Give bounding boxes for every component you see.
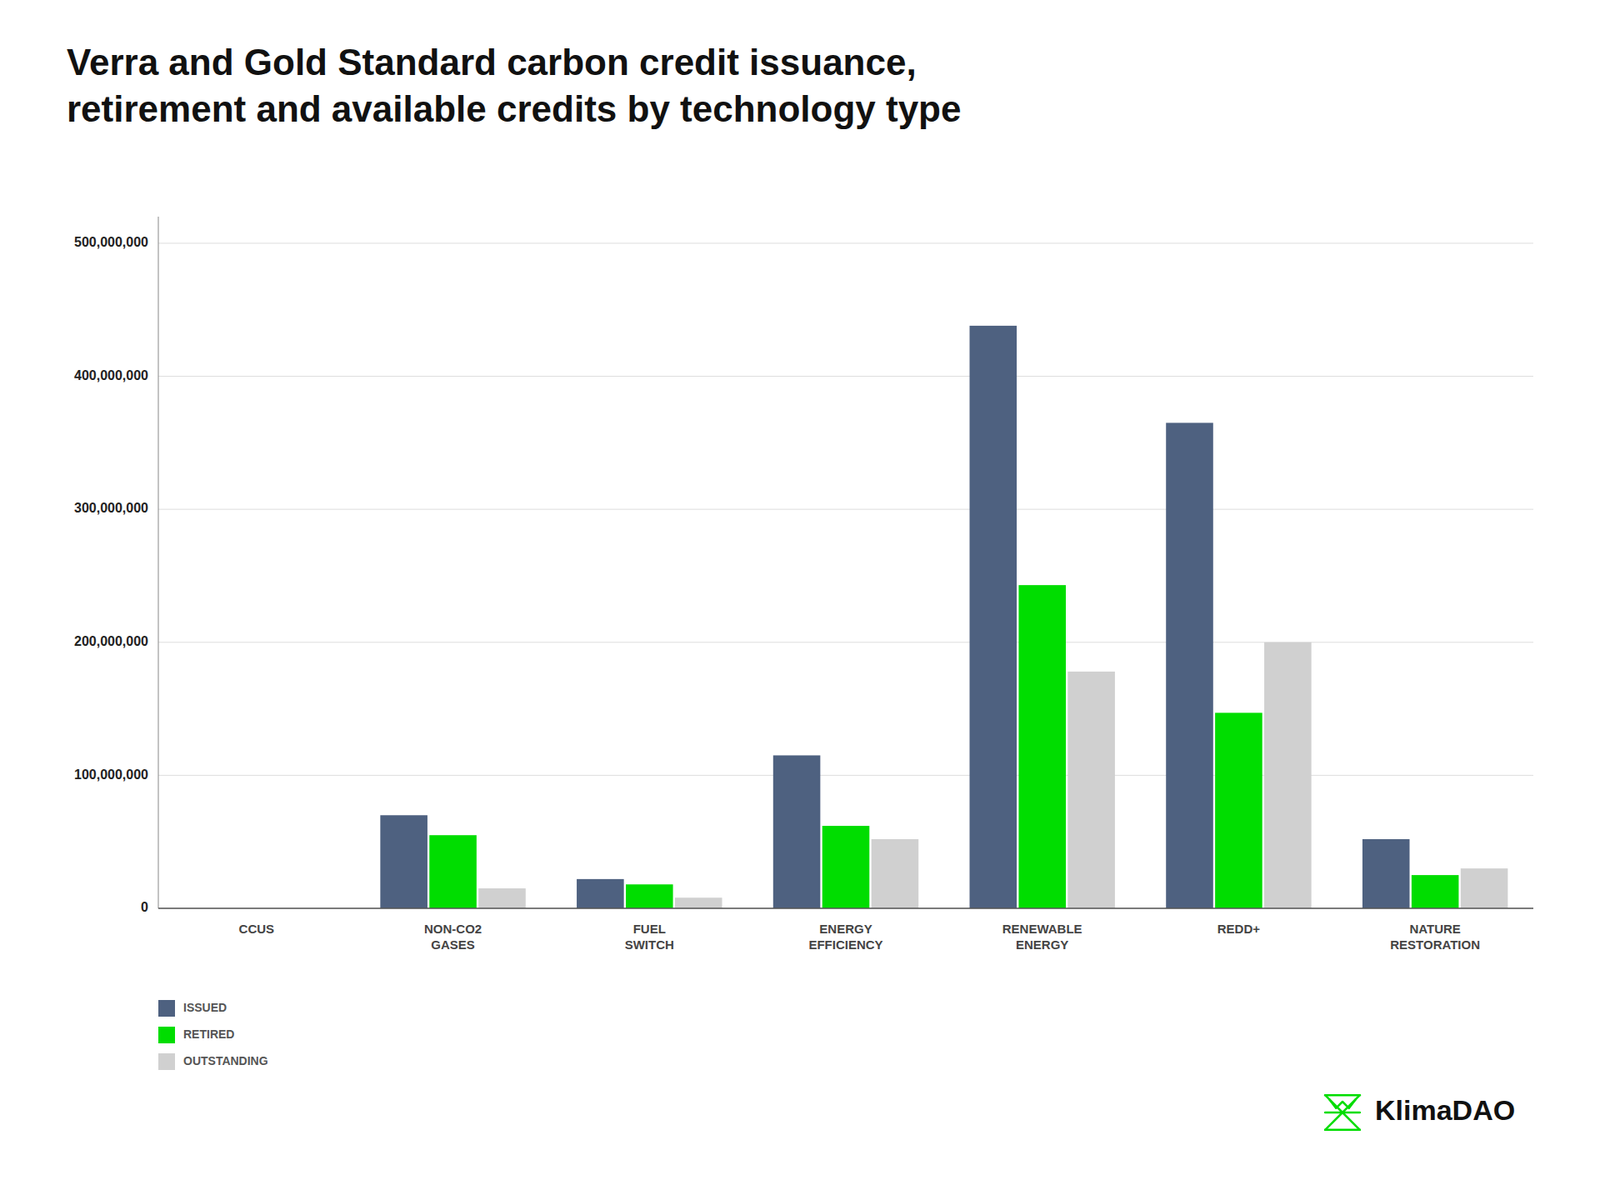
bar [1165,422,1214,909]
bar [675,897,723,909]
legend: ISSUED RETIRED OUTSTANDING [158,1000,269,1070]
x-tick-label: FUELSWITCH [625,921,675,952]
legend-label: ISSUED [183,1000,227,1015]
bar [576,879,625,909]
x-tick-label: NON-CO2GASES [424,921,482,952]
bar [380,815,428,909]
y-tick-labels: 0 100,000,000 200,000,000 300,000,000 400,00… [74,235,149,915]
x-tick-label-line: GASES [430,937,475,952]
legend-swatch [158,1026,175,1044]
x-tick-label-line: EFFICIENCY [808,937,883,952]
bar [1067,671,1115,909]
title-line: Verra and Gold Standard carbon credit is… [66,41,917,83]
grid-line [158,641,1534,643]
bar [1460,868,1509,909]
x-tick-label-line: CCUS [239,921,275,936]
legend-label: OUTSTANDING [183,1054,269,1068]
bar [429,835,477,909]
bars [380,325,1508,909]
logo-stroke [1325,1094,1360,1097]
x-tick-label-line: ENERGY [819,921,872,936]
grid [158,243,1534,909]
bar [822,825,870,909]
annotation: KlimaDAO [1325,1094,1515,1130]
y-tick-label: 300,000,000 [74,500,149,515]
bar [1362,839,1410,909]
grid-line [158,242,1534,244]
grid-line [158,375,1534,377]
x-tick-label-line: RESTORATION [1390,937,1480,952]
bar [625,884,674,909]
y-tick-label: 0 [140,900,149,915]
x-tick-labels: CCUSNON-CO2GASESFUELSWITCHENERGYEFFICIEN… [239,921,1480,952]
bar [1264,642,1312,909]
y-tick-label: 200,000,000 [74,634,149,649]
legend-label: RETIRED [183,1027,235,1041]
grid-line [158,775,1534,776]
x-tick-label-line: SWITCH [625,937,675,952]
x-tick-label: ENERGYEFFICIENCY [808,921,883,952]
logo-stroke [1342,1112,1360,1130]
x-tick-label-line: FUEL [633,921,666,936]
logo-stroke [1325,1129,1360,1132]
y-tick-label: 100,000,000 [74,767,149,782]
background [0,0,1600,1200]
bar [1411,875,1460,909]
y-axis-line [158,216,160,909]
x-tick-label-line: NON-CO2 [424,921,482,936]
chart: Verra and Gold Standard carbon credit is… [0,0,1600,1200]
bar [1215,712,1263,909]
y-tick-label: 400,000,000 [74,368,149,383]
x-tick-label-line: RENEWABLE [1002,921,1083,936]
title: Verra and Gold Standard carbon credit is… [66,41,961,130]
x-tick-label: RENEWABLEENERGY [1002,921,1083,952]
x-tick-label-line: ENERGY [1015,937,1069,952]
x-tick-label: NATURERESTORATION [1390,921,1480,952]
y-tick-label: 500,000,000 [74,235,149,250]
bar [1018,585,1066,909]
grid-line [158,509,1534,510]
title-line: retirement and available credits by tech… [66,88,961,130]
bar [871,839,920,909]
annotation-text: KlimaDAO [1375,1094,1515,1126]
bar [773,755,821,909]
logo-stroke [1325,1112,1343,1130]
bar [478,888,526,909]
x-axis-line [158,907,1534,910]
legend-swatch [158,1000,175,1017]
logo-stroke [1325,1111,1360,1115]
x-tick-label: CCUS [239,921,275,936]
x-tick-label-line: REDD+ [1217,921,1261,936]
bar [970,325,1018,909]
grid-line [158,908,1534,910]
legend-swatch [158,1053,175,1070]
x-tick-label-line: NATURE [1409,921,1460,936]
x-tick-label: REDD+ [1217,921,1261,936]
logo-stroke [1329,1099,1355,1108]
